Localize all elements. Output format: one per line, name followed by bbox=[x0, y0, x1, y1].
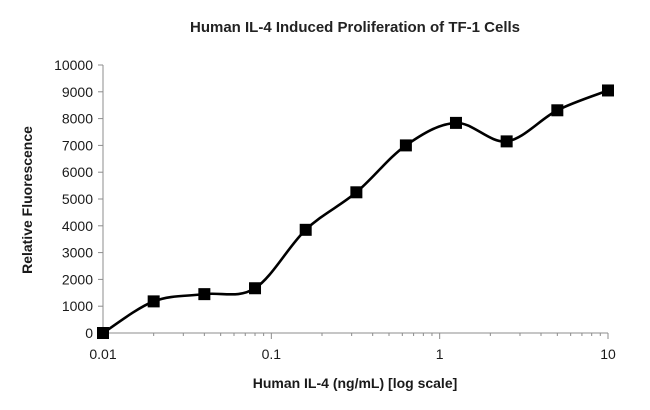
data-series bbox=[97, 84, 614, 339]
data-point-marker bbox=[249, 282, 262, 295]
y-axis-title: Relative Fluorescence bbox=[19, 126, 35, 274]
x-axis: 0.01 0.1 1 10 bbox=[89, 332, 616, 362]
y-tick-label: 10000 bbox=[54, 57, 93, 73]
data-point-marker bbox=[147, 295, 160, 308]
y-tick-label: 1000 bbox=[62, 298, 93, 314]
data-point-marker bbox=[350, 186, 363, 199]
chart-title: Human IL-4 Induced Proliferation of TF-1… bbox=[190, 19, 520, 36]
data-point-marker bbox=[551, 104, 564, 117]
y-tick-label: 8000 bbox=[62, 111, 93, 127]
y-tick-label: 2000 bbox=[62, 271, 93, 287]
x-tick-label: 1 bbox=[436, 346, 444, 362]
y-tick-label: 0 bbox=[85, 325, 93, 341]
y-tick-label: 9000 bbox=[62, 84, 93, 100]
y-axis: 0 1000 2000 3000 4000 5000 6000 7000 8000 9000 100… bbox=[54, 57, 104, 341]
data-point-marker bbox=[602, 84, 614, 97]
y-tick-label: 3000 bbox=[62, 245, 93, 261]
data-point-marker bbox=[97, 327, 109, 339]
x-tick-label: 10 bbox=[600, 346, 616, 362]
data-point-marker bbox=[449, 116, 462, 129]
data-point-marker bbox=[500, 135, 513, 148]
y-tick-label: 6000 bbox=[62, 164, 93, 180]
data-point-marker bbox=[399, 139, 412, 152]
data-point-marker bbox=[198, 288, 211, 301]
data-point-marker bbox=[299, 223, 312, 236]
x-tick-label: 0.1 bbox=[262, 346, 282, 362]
y-tick-label: 7000 bbox=[62, 137, 93, 153]
y-tick-label: 5000 bbox=[62, 191, 93, 207]
y-tick-label: 4000 bbox=[62, 218, 93, 234]
x-axis-title: Human IL-4 (ng/mL) [log scale] bbox=[253, 375, 458, 391]
x-tick-label: 0.01 bbox=[89, 346, 116, 362]
